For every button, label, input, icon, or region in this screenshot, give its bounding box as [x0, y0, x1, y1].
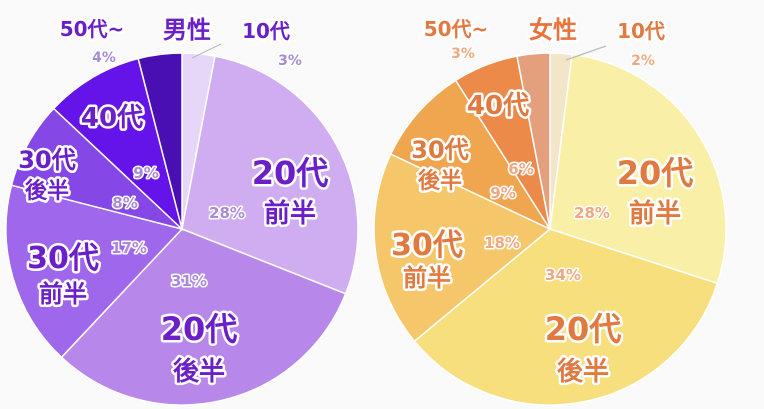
pie-1-label-5: 40代	[467, 91, 529, 121]
pie-0-label-3-sub: 前半	[39, 280, 87, 308]
pie-0-label-1: 20代	[252, 154, 329, 192]
pie-0-label-4: 30代	[18, 146, 75, 174]
pie-0-pct-0: 3%	[278, 53, 302, 69]
pie-1-label-3: 30代	[391, 228, 463, 263]
pie-1-slice-3	[373, 153, 552, 343]
pie-0-pct-4: 8%	[112, 194, 137, 212]
pie-chart-1: 女性 10代20代前半20代後半30代前半30代後半40代50代~2%28%34%…	[373, 14, 727, 406]
pie-1-label-0: 10代	[617, 19, 665, 43]
pie-1-pct-0: 2%	[631, 53, 655, 69]
pie-0-label-3: 30代	[27, 241, 99, 276]
pie-0-slice-3	[5, 184, 184, 359]
pie-0-label-4-sub: 後半	[25, 178, 69, 204]
pie-1-pct-6: 3%	[451, 46, 475, 62]
pie-1-label-1: 20代	[617, 154, 694, 192]
pie-0-title: 男性	[163, 16, 211, 44]
pie-0-pct-1: 28%	[209, 204, 245, 222]
pie-0-label-2-sub: 後半	[173, 356, 225, 387]
pie-1-label-6: 50代~	[424, 17, 489, 41]
pie-1-label-4: 30代	[411, 136, 468, 164]
pie-1-leader-line	[565, 45, 607, 61]
pie-0-slice-1	[181, 55, 359, 295]
pie-1-slice-4	[389, 79, 553, 231]
pie-0-pct-2: 31%	[171, 272, 207, 290]
pie-1-pct-5: 6%	[508, 160, 533, 178]
pie-0-label-2: 20代	[161, 310, 238, 348]
pie-0-slice-4	[10, 107, 183, 230]
pie-0-pct-6: 4%	[92, 50, 116, 66]
pie-1-slice-6	[516, 52, 551, 230]
pie-0-leader-line	[191, 43, 222, 59]
pie-1-pct-4: 9%	[490, 184, 515, 202]
pie-1-label-2-sub: 後半	[557, 356, 609, 387]
pie-1-pct-1: 28%	[574, 204, 610, 222]
pie-1-label-2: 20代	[545, 310, 622, 348]
pie-0-slice-6	[137, 52, 183, 230]
pie-0-slice-2	[60, 228, 347, 406]
pie-0-pct-5: 9%	[133, 164, 158, 182]
pie-0-label-1-sub: 前半	[264, 198, 316, 229]
pie-1-title: 女性	[529, 16, 577, 44]
pie-1-pct-3: 18%	[484, 234, 520, 252]
pie-0-label-6: 50代~	[60, 17, 125, 41]
pie-1-pct-2: 34%	[545, 266, 581, 284]
pie-chart-0: 男性 10代20代前半20代後半30代前半30代後半40代50代~3%28%31%…	[5, 14, 359, 406]
pie-0-slice-5	[52, 57, 184, 232]
pie-1-slice-1	[549, 53, 727, 285]
pie-0-pct-3: 17%	[111, 239, 147, 257]
pie-0-label-0: 10代	[242, 19, 290, 43]
pie-1-label-4-sub: 後半	[418, 168, 462, 194]
pie-1-label-1-sub: 前半	[629, 198, 681, 229]
pie-1-label-3-sub: 前半	[403, 264, 451, 292]
pie-0-label-5: 40代	[81, 103, 143, 133]
pie-1-slice-2	[413, 228, 719, 406]
